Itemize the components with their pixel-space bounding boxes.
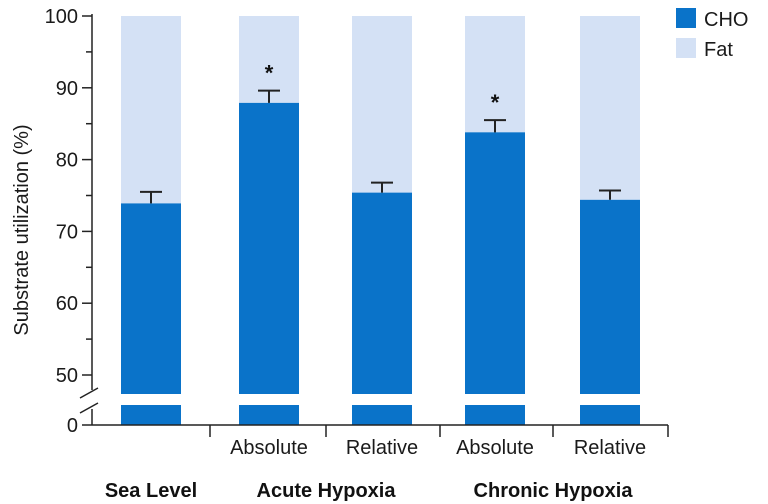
bar-cho-2 (352, 192, 412, 394)
bar-cho-0 (121, 203, 181, 394)
bar-cho-base-4 (580, 405, 640, 425)
bar-fat-3 (465, 16, 525, 133)
bar-cho-1 (239, 102, 299, 395)
group-label-0: Sea Level (105, 480, 197, 502)
legend-label-cho: CHO (704, 9, 748, 31)
bar-cho-base-1 (239, 405, 299, 425)
group-label-2: Chronic Hypoxia (474, 480, 634, 502)
bar-fat-2 (352, 16, 412, 193)
error-bar-2 (371, 181, 393, 193)
y-tick-label-90: 90 (56, 78, 78, 100)
error-bar-0 (140, 190, 162, 204)
error-bar-4 (599, 189, 621, 200)
legend-label-fat: Fat (704, 39, 733, 61)
bar-fat-4 (580, 16, 640, 200)
y-tick-label-50: 50 (56, 365, 78, 387)
group-label-1: Acute Hypoxia (257, 480, 397, 502)
error-bar-3 (484, 119, 506, 133)
y-tick-label-60: 60 (56, 293, 78, 315)
significance-marker-1: * (265, 61, 274, 86)
significance-marker-3: * (491, 90, 500, 115)
legend: CHO Fat (676, 8, 748, 61)
legend-swatch-fat (676, 38, 696, 58)
y-tick-label-0: 0 (67, 415, 78, 437)
bar-cho-3 (465, 132, 525, 395)
y-axis-label: Substrate utilization (%) (11, 124, 33, 335)
y-tick-label-80: 80 (56, 150, 78, 172)
category-label-3: Absolute (456, 437, 534, 459)
category-label-1: Absolute (230, 437, 308, 459)
bars-layer: ** (121, 16, 640, 425)
bar-fat-1 (239, 16, 299, 103)
error-bar-1 (258, 89, 280, 103)
category-label-2: Relative (346, 437, 418, 459)
bar-cho-base-0 (121, 405, 181, 425)
bar-cho-base-2 (352, 405, 412, 425)
legend-swatch-cho (676, 8, 696, 28)
y-tick-label-100: 100 (45, 6, 78, 28)
axis-layer: Absolute Relative Absolute Relative 0 50 60 70 8… (45, 6, 669, 502)
bar-cho-4 (580, 199, 640, 394)
y-tick-label-70: 70 (56, 221, 78, 243)
axis-break-marks (79, 387, 99, 414)
category-label-4: Relative (574, 437, 646, 459)
bar-cho-base-3 (465, 405, 525, 425)
bar-fat-0 (121, 16, 181, 204)
